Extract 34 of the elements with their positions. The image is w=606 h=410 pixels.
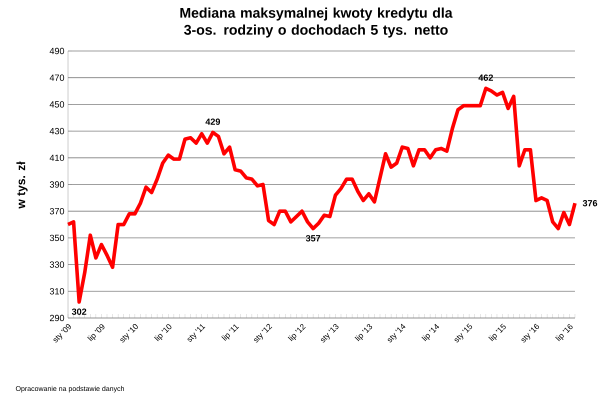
x-tick-label: lip '15 — [488, 324, 506, 342]
x-tick-label: lip '16 — [555, 324, 573, 342]
x-tick-label: sty '09 — [54, 324, 71, 342]
y-tick-label: 290 — [50, 314, 64, 322]
x-tick-label: sty '12 — [254, 324, 272, 342]
x-tick-label: sty '16 — [521, 324, 540, 342]
data-label: 376 — [582, 200, 598, 206]
y-axis-title: w tys. zł — [16, 162, 28, 209]
y-tick-label: 370 — [50, 208, 64, 214]
data-label: 357 — [306, 235, 320, 242]
y-tick-label: 330 — [50, 261, 64, 268]
x-tick-label: lip '13 — [354, 324, 372, 342]
y-tick-label: 310 — [50, 288, 64, 294]
y-tick-label: 490 — [50, 48, 64, 54]
y-tick-label: 410 — [50, 154, 64, 161]
x-tick-label: sty '10 — [120, 324, 138, 342]
x-tick-label: lip '12 — [288, 324, 306, 342]
data-label: 302 — [72, 308, 86, 315]
x-tick-label: lip '14 — [421, 324, 440, 342]
data-label: 429 — [205, 118, 220, 125]
x-tick-label: sty '13 — [320, 324, 339, 342]
x-tick-label: sty '11 — [188, 324, 206, 342]
x-tick-label: sty '15 — [454, 323, 472, 342]
chart-title: Mediana maksymalnej kwoty kredytu dla 3-os. rodziny o dochodach 5 tys. netto — [180, 8, 453, 38]
y-tick-label: 390 — [50, 181, 64, 188]
x-tick-label: lip '10 — [154, 324, 172, 342]
y-tick-label: 430 — [50, 128, 64, 134]
x-tick-label: lip '09 — [87, 324, 104, 342]
y-tick-label: 350 — [50, 234, 64, 242]
y-tick-label: 450 — [50, 101, 64, 108]
y-tick-label: 470 — [50, 74, 64, 81]
x-tick-label: sty '14 — [388, 324, 406, 342]
x-tick-label: lip '11 — [221, 324, 239, 341]
data-label: 462 — [478, 74, 493, 81]
